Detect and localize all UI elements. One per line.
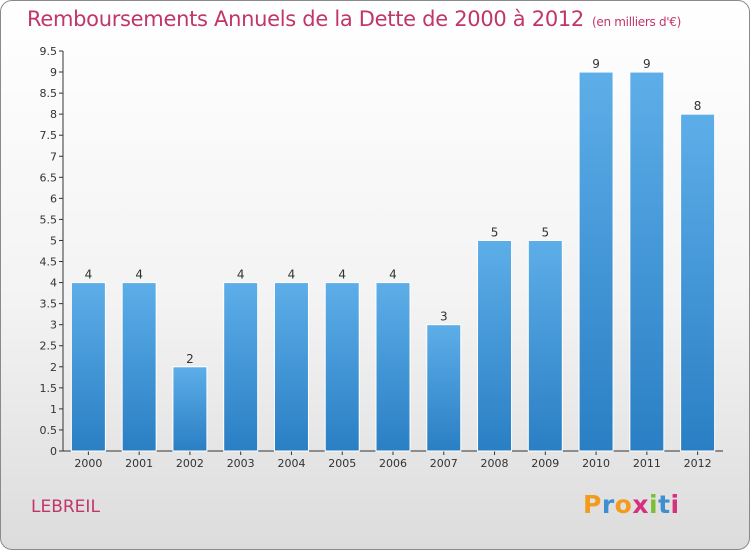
x-tick-label-2001: 2001 — [125, 457, 153, 470]
y-tick-label: 0 — [50, 445, 57, 458]
data-label-2002: 2 — [186, 352, 194, 366]
x-tick-label-2006: 2006 — [379, 457, 407, 470]
proxiti-logo: Proxiti — [583, 490, 680, 519]
y-tick-label: 6.5 — [40, 171, 58, 184]
y-tick-label: 4 — [50, 277, 57, 290]
bar-2008 — [477, 239, 513, 452]
data-label-2012: 8 — [694, 99, 702, 113]
bar-2000 — [70, 282, 106, 452]
y-tick-label: 8.5 — [40, 87, 58, 100]
x-tick-label-2003: 2003 — [227, 457, 255, 470]
y-tick-label: 0.5 — [40, 424, 58, 437]
bar-2011 — [629, 71, 665, 452]
x-tick-label-2005: 2005 — [328, 457, 356, 470]
data-label-2011: 9 — [643, 57, 651, 71]
y-tick-label: 9.5 — [40, 45, 58, 58]
bar-2001 — [121, 282, 157, 452]
x-tick-label-2010: 2010 — [582, 457, 610, 470]
y-tick-label: 1.5 — [40, 382, 58, 395]
x-tick-label-2011: 2011 — [633, 457, 661, 470]
y-tick-label: 6 — [50, 192, 57, 205]
bar-2007 — [426, 324, 462, 452]
title-unit: (en milliers d'€) — [592, 15, 682, 29]
data-label-2006: 4 — [389, 268, 397, 282]
y-tick-label: 1 — [50, 403, 57, 416]
x-tick-label-2008: 2008 — [481, 457, 509, 470]
data-label-2007: 3 — [440, 310, 448, 324]
y-tick-label: 7.5 — [40, 129, 58, 142]
y-tick-label: 2 — [50, 361, 57, 374]
y-tick-label: 3.5 — [40, 298, 58, 311]
x-tick-label-2004: 2004 — [277, 457, 305, 470]
data-label-2004: 4 — [288, 268, 296, 282]
x-tick-label-2002: 2002 — [176, 457, 204, 470]
data-label-2010: 9 — [592, 57, 600, 71]
bar-2010 — [578, 71, 614, 452]
x-tick-label-2012: 2012 — [684, 457, 712, 470]
bar-2009 — [527, 239, 563, 452]
bar-2004 — [273, 282, 309, 452]
bar-2012 — [680, 113, 716, 452]
y-tick-label: 5 — [50, 234, 57, 247]
y-tick-label: 4.5 — [40, 256, 58, 269]
y-tick-label: 5.5 — [40, 213, 58, 226]
title-text: Remboursements Annuels de la Dette de 20… — [27, 7, 584, 31]
bar-2002 — [172, 366, 208, 452]
bar-2006 — [375, 282, 411, 452]
x-tick-label-2007: 2007 — [430, 457, 458, 470]
x-tick-label-2009: 2009 — [531, 457, 559, 470]
y-tick-label: 9 — [50, 66, 57, 79]
data-label-2001: 4 — [135, 268, 143, 282]
data-label-2003: 4 — [237, 268, 245, 282]
data-label-2000: 4 — [85, 268, 93, 282]
bar-2003 — [223, 282, 259, 452]
data-label-2008: 5 — [491, 225, 499, 239]
x-tick-label-2000: 2000 — [74, 457, 102, 470]
commune-name: LEBREIL — [31, 497, 100, 517]
y-tick-label: 2.5 — [40, 340, 58, 353]
data-label-2009: 5 — [541, 225, 549, 239]
bar-2005 — [324, 282, 360, 452]
chart-title: Remboursements Annuels de la Dette de 20… — [27, 7, 681, 31]
y-tick-label: 7 — [50, 150, 57, 163]
data-label-2005: 4 — [338, 268, 346, 282]
y-tick-label: 3 — [50, 319, 57, 332]
y-tick-label: 8 — [50, 108, 57, 121]
